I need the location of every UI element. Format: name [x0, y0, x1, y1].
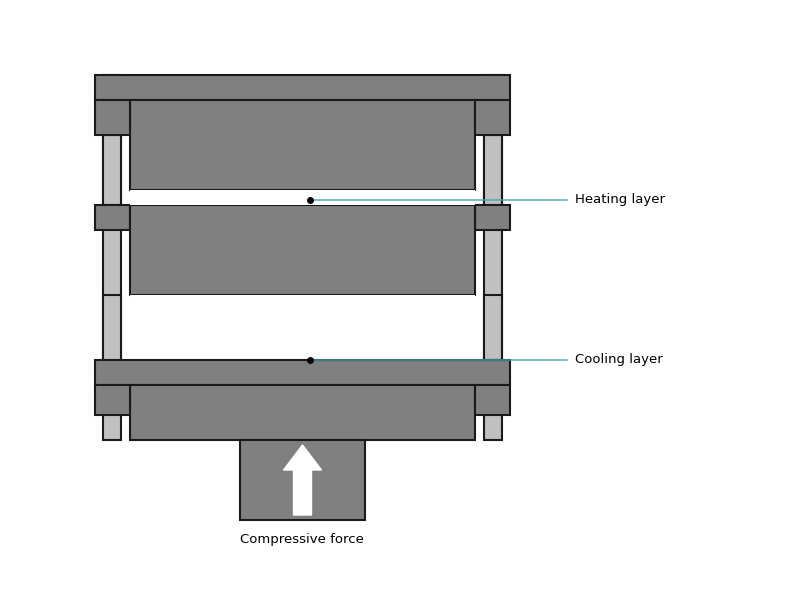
Bar	[475, 385, 510, 415]
Bar	[475, 100, 510, 135]
Bar	[130, 190, 475, 205]
Bar	[484, 135, 502, 205]
Bar	[130, 385, 475, 440]
Bar	[130, 205, 475, 295]
Bar	[475, 205, 510, 230]
Bar	[130, 295, 475, 310]
Bar	[130, 100, 475, 190]
FancyArrow shape	[283, 445, 322, 515]
Bar	[484, 295, 502, 360]
Bar	[95, 205, 130, 230]
Bar	[95, 75, 510, 100]
Bar	[103, 295, 121, 360]
Bar	[103, 75, 121, 440]
Text: Heating layer: Heating layer	[575, 193, 665, 206]
Bar	[95, 100, 130, 135]
Bar	[484, 75, 502, 440]
Text: Compressive force: Compressive force	[240, 533, 364, 547]
Text: Cooling layer: Cooling layer	[575, 353, 662, 367]
Bar	[95, 360, 510, 385]
Bar	[95, 385, 130, 415]
Bar	[103, 135, 121, 205]
Bar	[240, 440, 365, 520]
